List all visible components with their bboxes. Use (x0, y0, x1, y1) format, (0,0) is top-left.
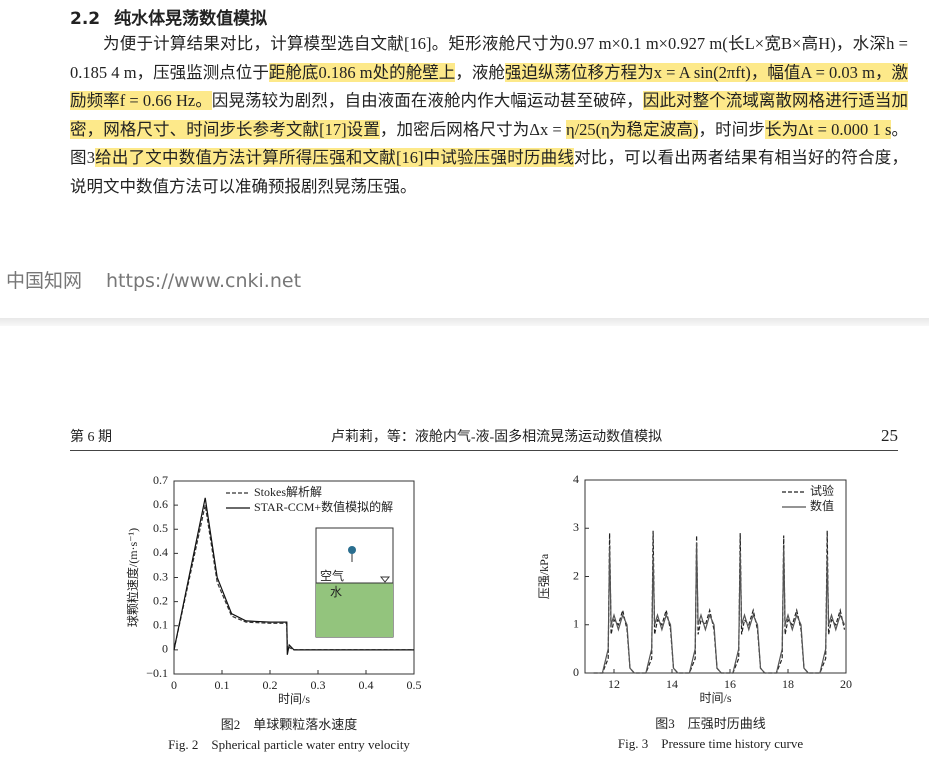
y-tick-label: 2 (573, 568, 579, 582)
y-tick-label: 0.7 (153, 473, 168, 487)
y-tick-label: 0.5 (153, 521, 168, 535)
y-tick-label: −0.1 (146, 666, 168, 680)
text-run: 因晃荡较为剧烈，自由液面在液舱内作大幅运动甚至破碎， (211, 91, 643, 110)
x-tick-label: 16 (724, 677, 736, 691)
x-tick-label: 0.4 (359, 678, 374, 692)
text-run: 。图3 (70, 119, 909, 168)
text-run: 给出了文中数值方法计算所得压强和文献[16]中试验压强时历曲线 (94, 148, 575, 167)
y-tick-label: 1 (573, 617, 579, 631)
section-number: 2.2 (70, 9, 101, 29)
y-tick-label: 0.3 (153, 569, 168, 583)
paragraph: 为便于计算结果对比，计算模型选自文献[16]。矩形液舱尺寸为0.97 m×0.1… (70, 30, 909, 201)
caption-en: Fig. 3 Pressure time history curve (618, 736, 803, 751)
text-run: ，加密后网格尺寸为Δx = (379, 119, 566, 139)
y-axis-label: 球颗粒速度/(m·s⁻¹) (125, 528, 140, 627)
y-tick-label: 0 (573, 665, 579, 679)
legend-label: 试验 (810, 483, 834, 498)
text-run: 距舱底0.186 m处的舱壁上 (268, 62, 456, 82)
issue: 第 6 期 (70, 430, 112, 445)
x-tick-label: 0.1 (215, 678, 230, 692)
y-tick-label: 0 (162, 642, 168, 656)
watermark: 中国知网 https://www.cnki.net (6, 266, 301, 293)
divider (0, 318, 929, 326)
running-title: 卢莉莉，等：液舱内气-液-固多相流晃荡运动数值模拟 (330, 430, 663, 445)
x-tick-label: 12 (608, 677, 620, 691)
text-run: 对比，可以看出两者结果有相当好的符合度，说明文中数值方法可以准确预报剧烈晃荡压强… (70, 148, 909, 196)
text-run: η/25(η为稳定波高) (565, 119, 699, 139)
y-tick-label: 0.2 (153, 593, 168, 607)
x-tick-label: 20 (840, 677, 852, 691)
data-line (173, 504, 414, 652)
text-run: 长为Δt = 0.000 1 s (764, 119, 892, 139)
x-axis-label: 时间/s (699, 691, 731, 705)
page-number: 25 (880, 426, 898, 445)
y-tick-label: 0.4 (153, 545, 168, 559)
water (316, 583, 393, 637)
surface-marker (379, 576, 391, 583)
y-tick-label: 0.6 (153, 497, 168, 511)
text-run: 为便于计算结果对比，计算模型选自文献[16]。矩形液舱尺寸为0.97 m×0.1… (70, 34, 908, 82)
legend-label: STAR-CCM+数值模拟的解 (254, 499, 393, 514)
x-tick-label: 0.2 (263, 678, 278, 692)
x-tick-label: 0.3 (311, 678, 326, 692)
x-tick-label: 18 (782, 677, 794, 691)
y-tick-label: 4 (573, 472, 579, 486)
page-header: 第 6 期 卢莉莉，等：液舱内气-液-固多相流晃荡运动数值模拟 25 (70, 426, 898, 451)
inset-label: 空气 (320, 568, 344, 583)
caption: 图2 单球颗粒落水速度 (221, 717, 358, 732)
y-axis-label: 压强/kPa (537, 553, 551, 599)
section-heading: 2.2 纯水体晃荡数值模拟 (70, 4, 281, 29)
inset-label: 水 (330, 585, 342, 599)
data-line (593, 542, 846, 674)
x-tick-label: 0.5 (407, 678, 422, 692)
watermark-name: 中国知网 (6, 270, 83, 292)
caption: 图3 压强时历曲线 (655, 716, 766, 731)
text-run: ，时间步 (698, 119, 765, 139)
y-tick-label: 3 (573, 520, 579, 534)
x-tick-label: 0 (171, 678, 177, 692)
section-title: 纯水体晃荡数值模拟 (114, 9, 268, 29)
caption-en: Fig. 2 Spherical particle water entry ve… (168, 737, 410, 752)
watermark-url: https://www.cnki.net (106, 270, 302, 292)
y-tick-label: 0.1 (153, 618, 168, 632)
legend-label: 数值 (810, 498, 834, 513)
legend-label: Stokes解析解 (254, 485, 322, 499)
particle (348, 546, 356, 554)
text-run: ，液舱 (455, 62, 505, 82)
data-line (173, 497, 414, 655)
x-tick-label: 14 (666, 677, 678, 691)
data-line (593, 530, 846, 674)
x-axis-label: 时间/s (278, 692, 310, 706)
